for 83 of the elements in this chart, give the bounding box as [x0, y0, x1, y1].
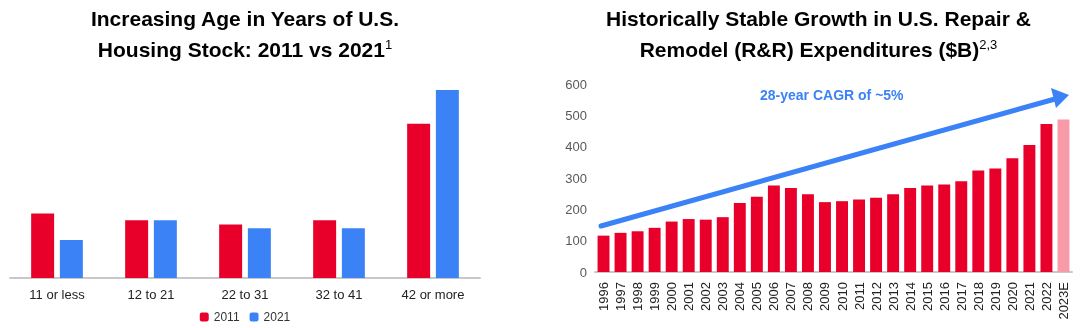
- bar: [836, 201, 848, 272]
- bar: [938, 184, 951, 272]
- bar: [614, 232, 627, 272]
- x-tick-label: 2005: [749, 282, 765, 311]
- x-tick-label: 2003: [715, 282, 731, 311]
- x-tick-label: 2016: [936, 282, 952, 311]
- x-tick-label: 1996: [596, 282, 612, 311]
- y-tick-label: 400: [565, 139, 587, 155]
- x-tick-label: 2011: [851, 282, 867, 310]
- y-tick-label: 600: [565, 76, 587, 92]
- x-tick-label: 2006: [766, 282, 782, 311]
- bar: [870, 197, 883, 272]
- x-tick-label: 1997: [613, 282, 629, 311]
- bar: [219, 224, 243, 278]
- bar: [887, 194, 900, 272]
- bar: [699, 219, 712, 272]
- bar: [955, 181, 968, 272]
- annotation: 28-year CAGR of ~5%: [760, 87, 904, 103]
- x-tick-label: 1999: [647, 282, 663, 311]
- legend-label: 2021: [263, 310, 291, 324]
- x-tick-label: 2010: [834, 282, 850, 311]
- bar: [313, 220, 337, 278]
- x-tick-label: 2023E: [1055, 281, 1071, 320]
- chart-title: Increasing Age in Years of U.S. Housing Stock: 2011 vs 2021$^{1}$: [89, 6, 401, 63]
- bar: [784, 188, 797, 272]
- x-tick-label: 2002: [698, 282, 714, 311]
- x-tick-label: 2020: [1004, 282, 1020, 311]
- x-tick-label: 2022: [1038, 282, 1054, 311]
- bar: [716, 217, 729, 272]
- x-tick-label: 2009: [817, 282, 833, 311]
- x-tick-label: 2001: [681, 282, 697, 311]
- bar: [682, 219, 695, 272]
- y-tick-label: 100: [565, 233, 587, 249]
- x-tick-label: 2019: [987, 282, 1003, 311]
- y-tick-label: 0: [579, 264, 587, 280]
- x-tick-label: 2014: [902, 282, 918, 311]
- bar: [31, 213, 55, 278]
- bar: [1023, 145, 1036, 272]
- bar: [153, 220, 177, 278]
- x-tick-label: 2004: [732, 282, 748, 311]
- bar: [125, 220, 149, 278]
- bar: [435, 90, 459, 278]
- bar: [665, 221, 678, 272]
- x-tick-label: 2021: [1021, 282, 1037, 311]
- bar: [1006, 158, 1019, 272]
- bar: [750, 196, 763, 272]
- x-tick-label: 2015: [919, 282, 935, 311]
- bar: [59, 240, 83, 278]
- x-tick-label: 12 to 21: [127, 287, 175, 302]
- x-tick-label: 2018: [970, 282, 986, 311]
- bar: [597, 235, 610, 272]
- bar: [801, 194, 814, 272]
- y-tick-label: 200: [565, 201, 587, 217]
- y-tick-label: 500: [565, 107, 587, 123]
- bar: [407, 123, 431, 278]
- bar: [733, 203, 746, 272]
- bar: [1057, 119, 1070, 272]
- bar: [853, 199, 866, 272]
- legend-label: 2011: [213, 310, 240, 324]
- bar: [972, 170, 985, 272]
- x-tick-label: 22 to 31: [221, 287, 269, 302]
- x-tick-label: 2008: [800, 282, 816, 311]
- bar: [819, 202, 831, 272]
- bar: [247, 228, 271, 278]
- x-tick-label: 11 or less: [29, 287, 86, 302]
- x-tick-label: 42 or more: [401, 287, 465, 302]
- bar: [904, 188, 917, 272]
- chart-title: Historically Stable Growth in U.S. Repair & Remodel (R&R) Expenditures ($B)$^{2,3}$: [605, 6, 1032, 63]
- bar: [341, 228, 365, 278]
- bar: [921, 185, 934, 272]
- bar: [648, 227, 661, 272]
- x-tick-label: 2012: [868, 282, 884, 311]
- x-tick-label: 2000: [664, 282, 680, 311]
- bar: [767, 185, 780, 272]
- y-tick-label: 300: [565, 170, 587, 186]
- bar: [1040, 124, 1053, 272]
- bar: [989, 168, 1002, 272]
- x-tick-label: 2017: [953, 282, 969, 311]
- x-tick-label: 1998: [630, 282, 646, 311]
- x-tick-label: 2007: [783, 282, 799, 311]
- x-tick-label: 32 to 41: [315, 287, 363, 302]
- x-tick-label: 2013: [885, 282, 901, 311]
- bar: [631, 231, 644, 272]
